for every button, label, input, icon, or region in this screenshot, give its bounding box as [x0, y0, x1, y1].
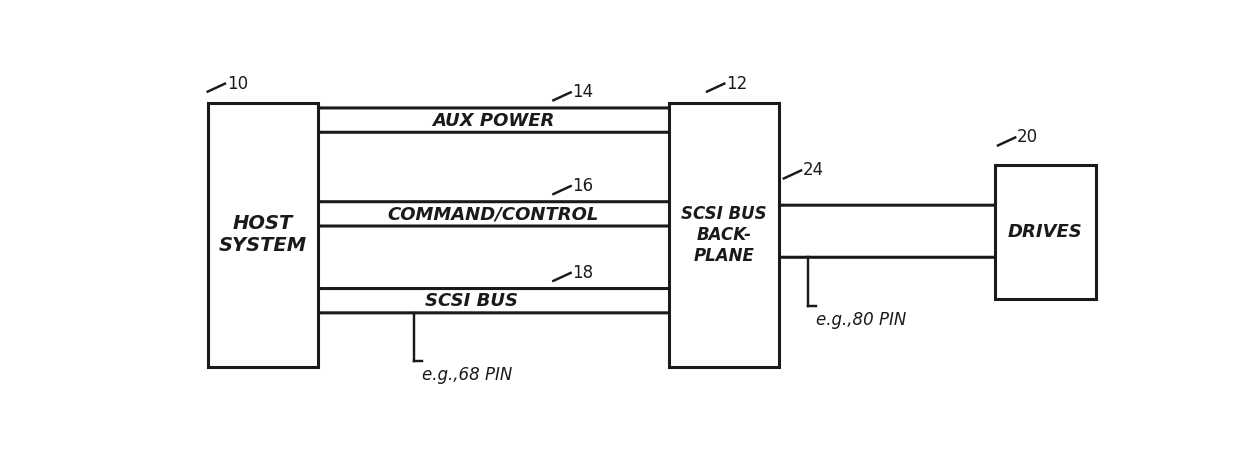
Polygon shape: [779, 205, 1056, 257]
Text: AUX POWER: AUX POWER: [431, 112, 554, 130]
Text: 10: 10: [227, 74, 248, 92]
Text: DRIVES: DRIVES: [1009, 223, 1083, 241]
Polygon shape: [294, 108, 693, 132]
Text: e.g.,68 PIN: e.g.,68 PIN: [421, 366, 512, 384]
Text: SCSI BUS: SCSI BUS: [425, 292, 518, 310]
Polygon shape: [294, 202, 693, 226]
Text: 20: 20: [1017, 129, 1038, 147]
Text: 18: 18: [572, 264, 593, 282]
Text: HOST
SYSTEM: HOST SYSTEM: [219, 214, 307, 255]
Polygon shape: [294, 289, 693, 313]
Text: e.g.,80 PIN: e.g.,80 PIN: [815, 311, 906, 329]
FancyBboxPatch shape: [208, 103, 318, 367]
Text: SCSI BUS
BACK-
PLANE: SCSI BUS BACK- PLANE: [681, 205, 767, 264]
Text: 24: 24: [803, 161, 824, 179]
Text: COMMAND/CONTROL: COMMAND/CONTROL: [387, 206, 598, 224]
FancyBboxPatch shape: [669, 103, 779, 367]
Text: 16: 16: [572, 177, 593, 195]
Text: 12: 12: [726, 74, 747, 92]
Text: 14: 14: [572, 83, 593, 101]
FancyBboxPatch shape: [995, 165, 1097, 299]
